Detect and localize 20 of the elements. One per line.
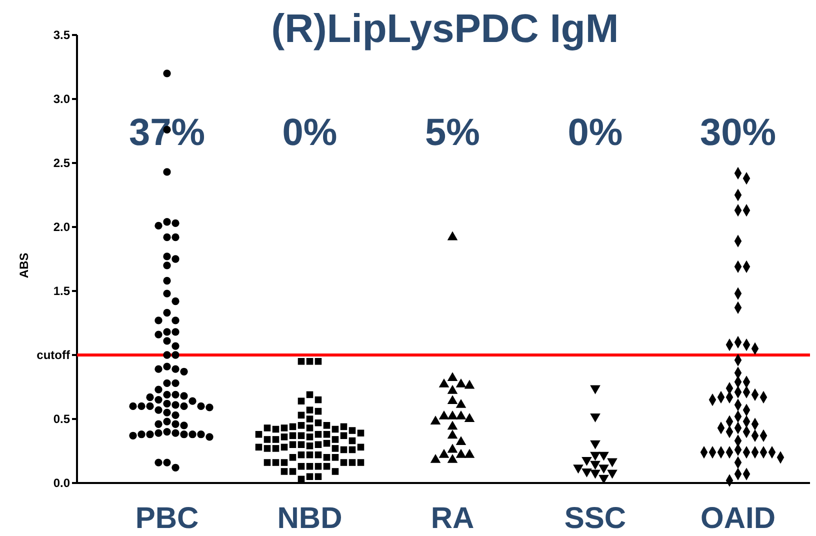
x-tick-label: NBD xyxy=(277,502,342,535)
x-tick-label: SSC xyxy=(564,502,626,535)
annotation: 30% xyxy=(700,112,776,154)
annotation: 5% xyxy=(425,112,480,154)
y-axis-title: ABS xyxy=(17,252,31,278)
annotation: 37% xyxy=(128,112,206,154)
y-tick-label: 0.0 xyxy=(53,476,70,490)
annotation: 0% xyxy=(568,112,623,154)
y-tick-label: 2.0 xyxy=(53,220,70,234)
y-tick-label: 1.5 xyxy=(53,284,70,298)
x-tick-label: OAID xyxy=(700,502,776,535)
y-tick-label: 3.5 xyxy=(53,28,70,42)
x-tick-label: PBC xyxy=(135,502,199,535)
chart-title: (R)LipLysPDC IgM xyxy=(271,7,619,51)
y-tick-label: 2.5 xyxy=(53,156,70,170)
y-tick-label: 0.5 xyxy=(53,412,70,426)
y-tick-label: 3.0 xyxy=(53,92,70,106)
y-tick-label: cutoff xyxy=(36,348,71,362)
x-tick-label: RA xyxy=(430,502,474,535)
annotation: 0% xyxy=(282,112,338,154)
